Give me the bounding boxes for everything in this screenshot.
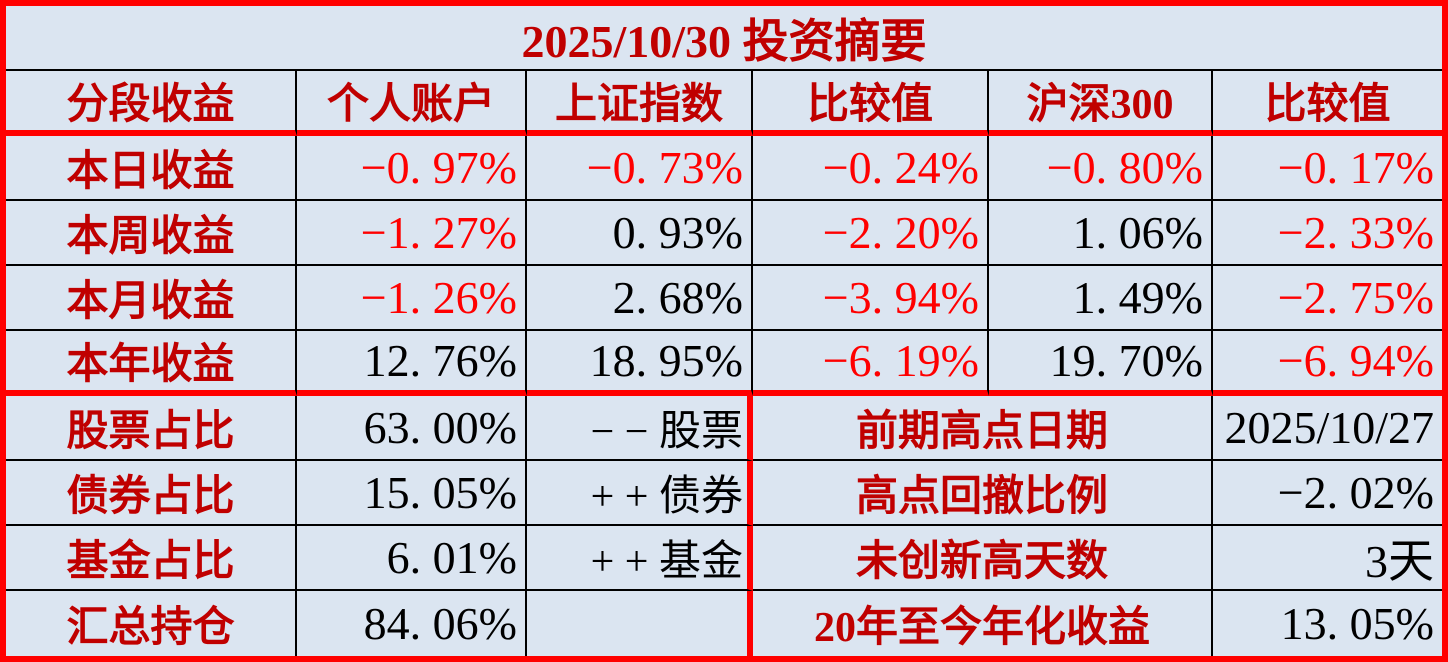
- stat-value: 2025/10/27: [1213, 396, 1442, 461]
- stat-label: 高点回撤比例: [753, 461, 1213, 526]
- allocation-label: 基金占比: [6, 526, 297, 591]
- personal-account-value: −1. 27%: [297, 201, 527, 266]
- csi300-value: 1. 06%: [989, 201, 1213, 266]
- allocation-value: 15. 05%: [297, 461, 527, 526]
- return-row-label: 本日收益: [6, 136, 297, 201]
- col-header-csi300: 沪深300: [989, 71, 1213, 136]
- csi300-value: −0. 80%: [989, 136, 1213, 201]
- stat-label: 未创新高天数: [753, 526, 1213, 591]
- comparison-2-value: −2. 33%: [1213, 201, 1442, 266]
- stat-value: 13. 05%: [1280, 598, 1434, 649]
- comparison-1-value: −6. 19%: [753, 331, 989, 396]
- allocation-value: 84. 06%: [297, 591, 527, 656]
- allocation-label: 债券占比: [6, 461, 297, 526]
- stat-value: 3天: [1213, 526, 1442, 591]
- allocation-label: 股票占比: [6, 396, 297, 461]
- col-header-comparison-2: 比较值: [1213, 71, 1442, 136]
- return-row-label: 本周收益: [6, 201, 297, 266]
- comparison-2-value: −0. 17%: [1213, 136, 1442, 201]
- shanghai-index-value: 0. 93%: [527, 201, 753, 266]
- comparison-1-value: −2. 20%: [753, 201, 989, 266]
- allocation-sign: − − 股票: [527, 396, 753, 461]
- stat-value: −2. 02%: [1213, 461, 1442, 526]
- col-header-comparison-1: 比较值: [753, 71, 989, 136]
- allocation-value: 63. 00%: [297, 396, 527, 461]
- shanghai-index-value: 2. 68%: [527, 266, 753, 331]
- allocation-label: 汇总持仓: [6, 591, 297, 656]
- personal-account-value: 12. 76%: [297, 331, 527, 396]
- allocation-sign: + + 债券: [527, 461, 753, 526]
- csi300-value: 1. 49%: [989, 266, 1213, 331]
- shanghai-index-value: 18. 95%: [527, 331, 753, 396]
- stat-label: 前期高点日期: [753, 396, 1213, 461]
- col-header-personal-account: 个人账户: [297, 71, 527, 136]
- return-row-label: 本年收益: [6, 331, 297, 396]
- comparison-1-value: −0. 24%: [753, 136, 989, 201]
- allocation-value: 6. 01%: [297, 526, 527, 591]
- col-header-segment-return: 分段收益: [6, 71, 297, 136]
- allocation-sign: + + 基金: [527, 526, 753, 591]
- shanghai-index-value: −0. 73%: [527, 136, 753, 201]
- comparison-1-value: −3. 94%: [753, 266, 989, 331]
- comparison-2-value: −2. 75%: [1213, 266, 1442, 331]
- table-title: 2025/10/30 投资摘要: [6, 6, 1442, 71]
- return-row-label: 本月收益: [6, 266, 297, 331]
- stat-label: 20年至今年化收益: [753, 591, 1213, 656]
- csi300-value: 19. 70%: [989, 331, 1213, 396]
- col-header-shanghai-index: 上证指数: [527, 71, 753, 136]
- allocation-sign: [527, 591, 753, 656]
- personal-account-value: −0. 97%: [297, 136, 527, 201]
- personal-account-value: −1. 26%: [297, 266, 527, 331]
- comparison-2-value: −6. 94%: [1213, 331, 1442, 396]
